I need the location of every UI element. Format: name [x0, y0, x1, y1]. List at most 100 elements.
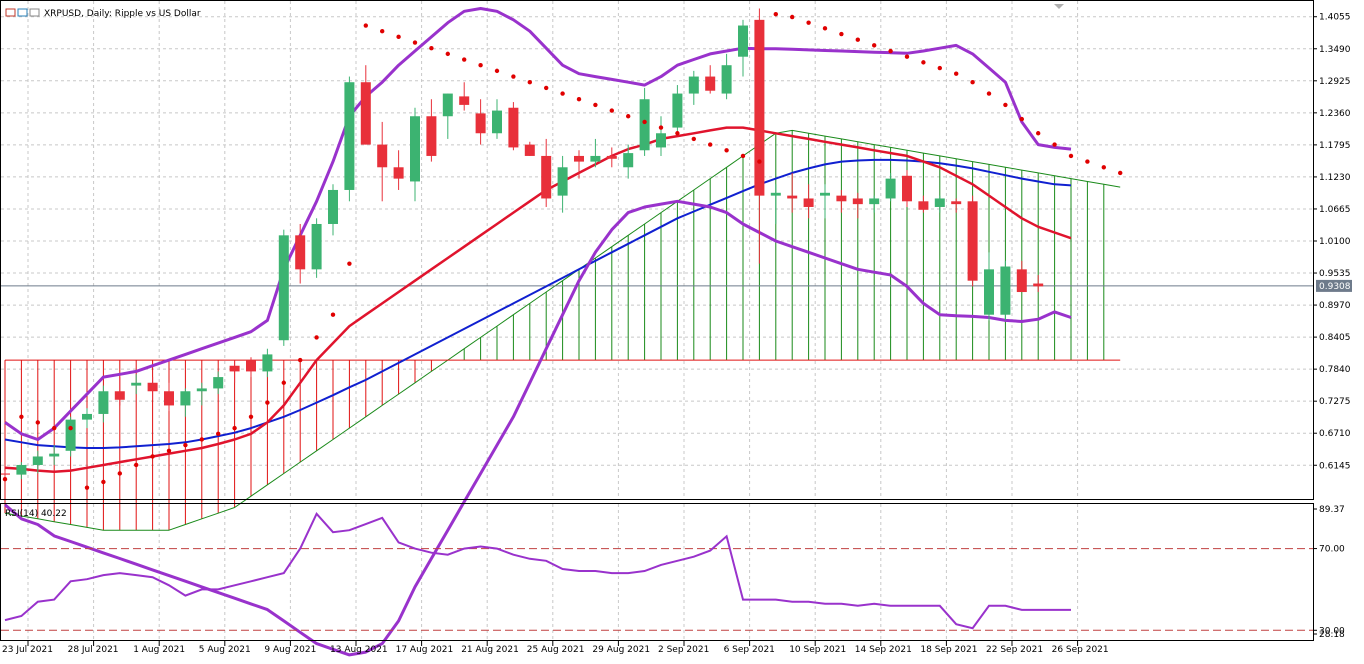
sar-dot	[412, 40, 418, 45]
sar-dot	[855, 37, 860, 42]
sar-dot	[740, 153, 746, 159]
rsi-tick-label: 30.00	[1319, 626, 1345, 636]
sar-dot	[757, 159, 762, 164]
candle-bear	[360, 82, 371, 145]
candle-bull	[738, 25, 748, 57]
candle-bull	[328, 189, 338, 224]
candle-bull	[770, 192, 781, 196]
candle-bear	[147, 382, 158, 392]
sar-dot	[462, 57, 467, 62]
candle-bear	[164, 391, 174, 406]
sar-dot	[773, 11, 778, 17]
candle-bull	[344, 82, 355, 190]
sar-dot	[363, 23, 368, 28]
sar-dot	[986, 91, 992, 96]
main-pane-frame	[0, 0, 1314, 500]
date-tick-label: 9 Aug 2021	[264, 645, 316, 655]
sar-dot	[1085, 159, 1090, 164]
sar-dot	[675, 131, 680, 136]
sar-dot	[166, 448, 172, 454]
current-price-tag: 0.9308	[1316, 279, 1352, 292]
date-tick-label: 29 Aug 2021	[592, 645, 650, 655]
rsi-tick-label: 28.18	[1319, 630, 1345, 640]
candle-bear	[475, 113, 486, 134]
moving-average-blue-line	[4, 158, 1072, 449]
rsi-panel	[1, 512, 1313, 631]
sar-dot	[232, 425, 237, 431]
candle-bear	[393, 167, 404, 179]
price-tick-label: 0.7840	[1319, 365, 1351, 375]
sar-dot	[872, 43, 877, 48]
sar-dot	[822, 26, 828, 31]
candle-bear	[574, 155, 584, 162]
rsi-label: RSI(14) 40.22	[5, 509, 67, 519]
price-tick-label: 1.1230	[1319, 173, 1351, 183]
sar-dot	[216, 431, 221, 436]
sar-dot	[1068, 153, 1074, 159]
sar-dot	[1101, 165, 1107, 170]
candle-bull	[180, 391, 191, 406]
candle-bull	[16, 464, 27, 475]
sar-dot	[560, 91, 565, 96]
scroll-marker-icon[interactable]	[1054, 4, 1064, 9]
sar-dot	[806, 20, 811, 25]
candle-bull	[1000, 266, 1011, 315]
candle-bear	[705, 76, 716, 91]
candle-bear	[951, 201, 962, 205]
candle-bear	[229, 365, 240, 372]
candle-bull	[131, 382, 142, 386]
candle-bear	[246, 360, 256, 372]
sar-dot	[708, 142, 713, 147]
candle-bull	[82, 413, 92, 420]
sar-dot	[576, 97, 582, 102]
candlesticks	[0, 8, 1044, 481]
price-tick-label: 0.9535	[1319, 269, 1351, 279]
sar-dot	[68, 425, 73, 431]
sar-dot	[593, 102, 598, 108]
candle-bull	[590, 155, 601, 162]
candle-bull	[672, 93, 683, 128]
date-tick-label: 13 Aug 2021	[330, 645, 388, 655]
candle-bull	[32, 456, 43, 465]
chart-title-group: XRPUSD, Daily: Ripple vs US Dollar	[5, 8, 201, 19]
price-tick-label: 1.0665	[1319, 205, 1351, 215]
candle-bear	[902, 175, 912, 202]
candle-bear	[114, 391, 125, 400]
candle-bear	[787, 195, 798, 199]
candle-bull	[623, 153, 634, 168]
sar-dot	[839, 31, 844, 37]
sar-dot	[478, 63, 483, 68]
sar-dot	[314, 335, 319, 340]
candle-bull	[213, 377, 224, 389]
sar-dot	[84, 485, 90, 490]
moving-average-red-line	[4, 126, 1072, 474]
sar-dot	[396, 34, 401, 40]
sar-dot	[281, 380, 286, 385]
sar-dot	[888, 48, 893, 54]
sar-dot	[609, 108, 614, 113]
candle-bear	[508, 107, 519, 148]
sar-dot	[904, 54, 910, 59]
price-tick-label: 1.3490	[1319, 45, 1351, 55]
price-tick-label: 0.7275	[1319, 397, 1351, 407]
sar-dot	[35, 420, 40, 425]
candle-bear	[524, 144, 535, 156]
candle-bull	[688, 76, 699, 94]
price-tick-label: 1.0100	[1319, 237, 1351, 247]
sar-dot	[724, 148, 729, 153]
parabolic-sar	[2, 11, 1123, 490]
date-tick-label: 17 Aug 2021	[396, 645, 454, 655]
date-tick-label: 21 Aug 2021	[461, 645, 519, 655]
price-tick-label: 1.4055	[1319, 13, 1351, 23]
sar-dot	[494, 68, 500, 74]
candle-bear	[541, 155, 552, 199]
candle-bear	[295, 235, 306, 270]
sar-dot	[1036, 131, 1041, 136]
candle-bull	[557, 167, 568, 196]
current-price-label: 0.9308	[1319, 282, 1351, 292]
price-tick-label: 0.8405	[1319, 333, 1351, 343]
candle-bear	[803, 198, 814, 207]
sar-dot	[134, 462, 139, 468]
sar-dot	[199, 437, 204, 442]
